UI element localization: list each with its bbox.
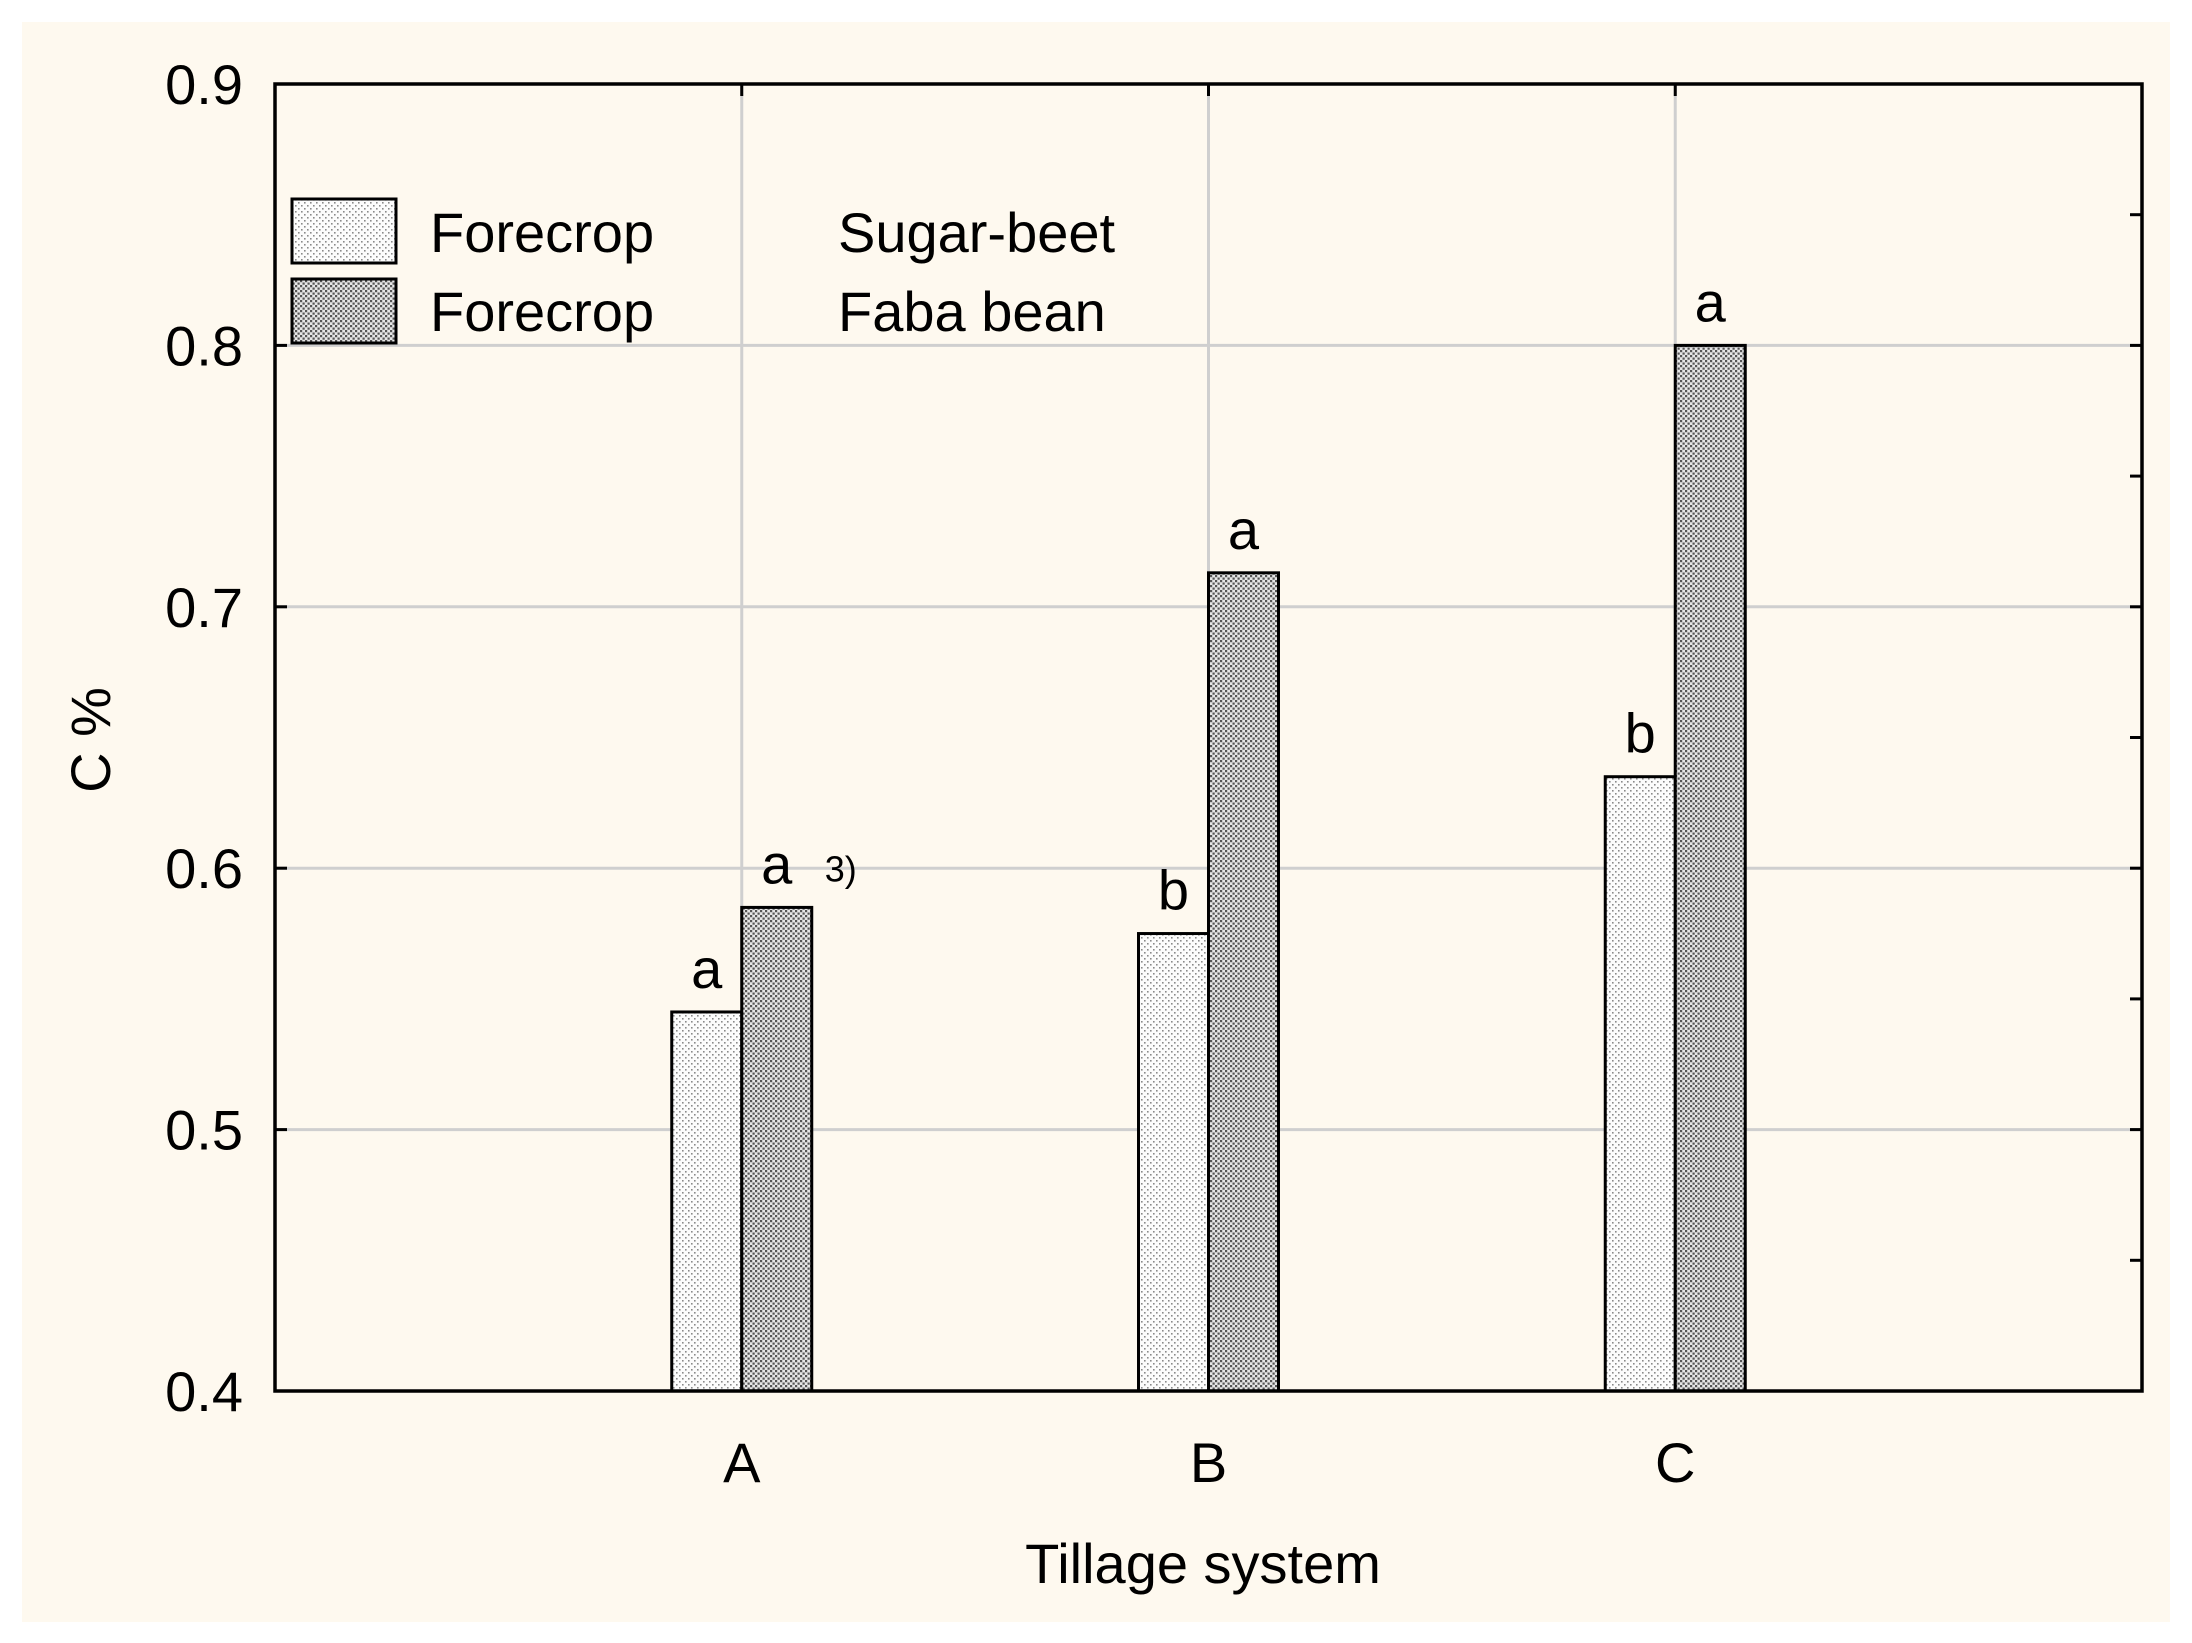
y-tick-label: 0.8 xyxy=(165,314,243,377)
legend-prefix-faba-bean: Forecrop xyxy=(430,280,654,343)
bar-sugar-beet xyxy=(1603,775,1677,1393)
tick-labels: 0.4 0.5 0.6 0.7 0.8 0.9 A B C xyxy=(165,53,1695,1494)
significance-label: b xyxy=(1158,859,1189,922)
bar-sugar-beet xyxy=(670,1010,744,1393)
significance-label: a xyxy=(691,937,723,1000)
significance-label: a xyxy=(1695,270,1727,333)
legend-swatch-sugar-beet xyxy=(290,197,398,265)
x-tick-label: A xyxy=(723,1431,761,1494)
bar-faba-bean xyxy=(740,905,814,1393)
x-axis-label: Tillage system xyxy=(1025,1532,1381,1595)
bar-faba-bean xyxy=(1207,571,1280,1393)
ticks xyxy=(275,82,2142,1393)
y-tick-label: 0.5 xyxy=(165,1099,243,1162)
bar-sugar-beet xyxy=(1137,932,1210,1393)
footnote-marker: 3) xyxy=(825,848,857,889)
y-tick-label: 0.6 xyxy=(165,837,243,900)
significance-label: a xyxy=(1228,498,1260,561)
legend-prefix-sugar-beet: Forecrop xyxy=(430,201,654,264)
legend-label-faba-bean: Faba bean xyxy=(838,280,1106,343)
legend-label-sugar-beet: Sugar-beet xyxy=(838,201,1116,264)
x-tick-label: B xyxy=(1190,1431,1227,1494)
significance-label: a xyxy=(761,832,793,895)
legend-swatch-faba-bean xyxy=(290,277,398,345)
y-tick-label: 0.7 xyxy=(165,576,243,639)
x-tick-label: C xyxy=(1655,1431,1695,1494)
y-tick-label: 0.4 xyxy=(165,1360,243,1423)
y-tick-label: 0.9 xyxy=(165,53,243,116)
bar-faba-bean xyxy=(1673,343,1747,1393)
significance-label: b xyxy=(1625,702,1656,765)
y-axis-label: C % xyxy=(59,687,122,793)
legend: Forecrop Sugar-beet Forecrop Faba bean xyxy=(290,197,1116,345)
